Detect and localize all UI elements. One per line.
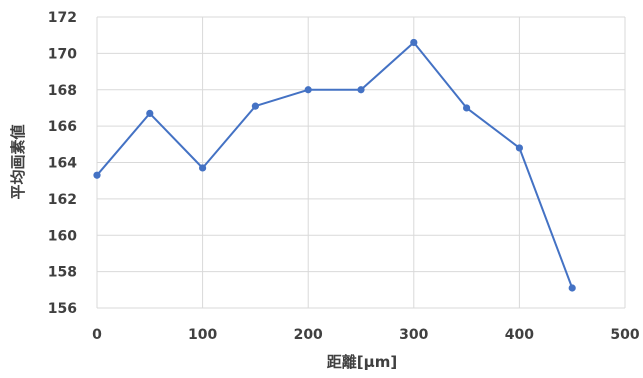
x-tick-label: 100 [188, 327, 217, 343]
series-line [96, 41, 574, 289]
x-tick-label: 300 [399, 327, 428, 343]
y-tick-label: 166 [48, 119, 77, 135]
y-tick-label: 156 [48, 301, 77, 317]
data-point [251, 102, 259, 110]
y-tick-label: 164 [48, 156, 77, 172]
data-point [410, 38, 418, 47]
data-point [199, 164, 207, 172]
y-tick-label: 162 [48, 192, 77, 208]
y-tick-label: 168 [48, 83, 77, 99]
y-tick-label: 160 [48, 228, 77, 244]
x-tick-label: 0 [92, 327, 102, 343]
data-point [515, 144, 524, 152]
data-point [304, 86, 312, 94]
grid [96, 16, 626, 309]
x-tick-label: 400 [505, 327, 534, 343]
data-point [146, 109, 154, 117]
x-tick-label: 200 [294, 327, 323, 343]
y-tick-label: 170 [48, 46, 77, 62]
data-point [357, 86, 365, 94]
data-point [463, 104, 471, 112]
data-point [93, 171, 101, 179]
x-axis-title: 距離[μm] [327, 353, 397, 371]
data-point [568, 284, 576, 292]
x-tick-label: 500 [610, 327, 639, 343]
y-tick-label: 172 [48, 10, 77, 26]
series [93, 38, 576, 292]
y-axis-title: 平均画素値 [9, 124, 27, 199]
y-tick-label: 158 [48, 265, 77, 281]
tick-labels: 156 158 160 162 164 166 168 170 172 0 100 200 300 400… [48, 10, 640, 343]
